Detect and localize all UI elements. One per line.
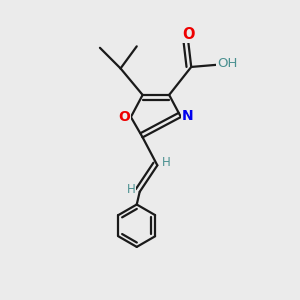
Text: O: O bbox=[118, 110, 130, 124]
Text: OH: OH bbox=[217, 57, 238, 70]
Text: H: H bbox=[162, 157, 171, 169]
Text: H: H bbox=[127, 183, 135, 196]
Text: O: O bbox=[182, 27, 194, 42]
Text: N: N bbox=[182, 109, 194, 122]
